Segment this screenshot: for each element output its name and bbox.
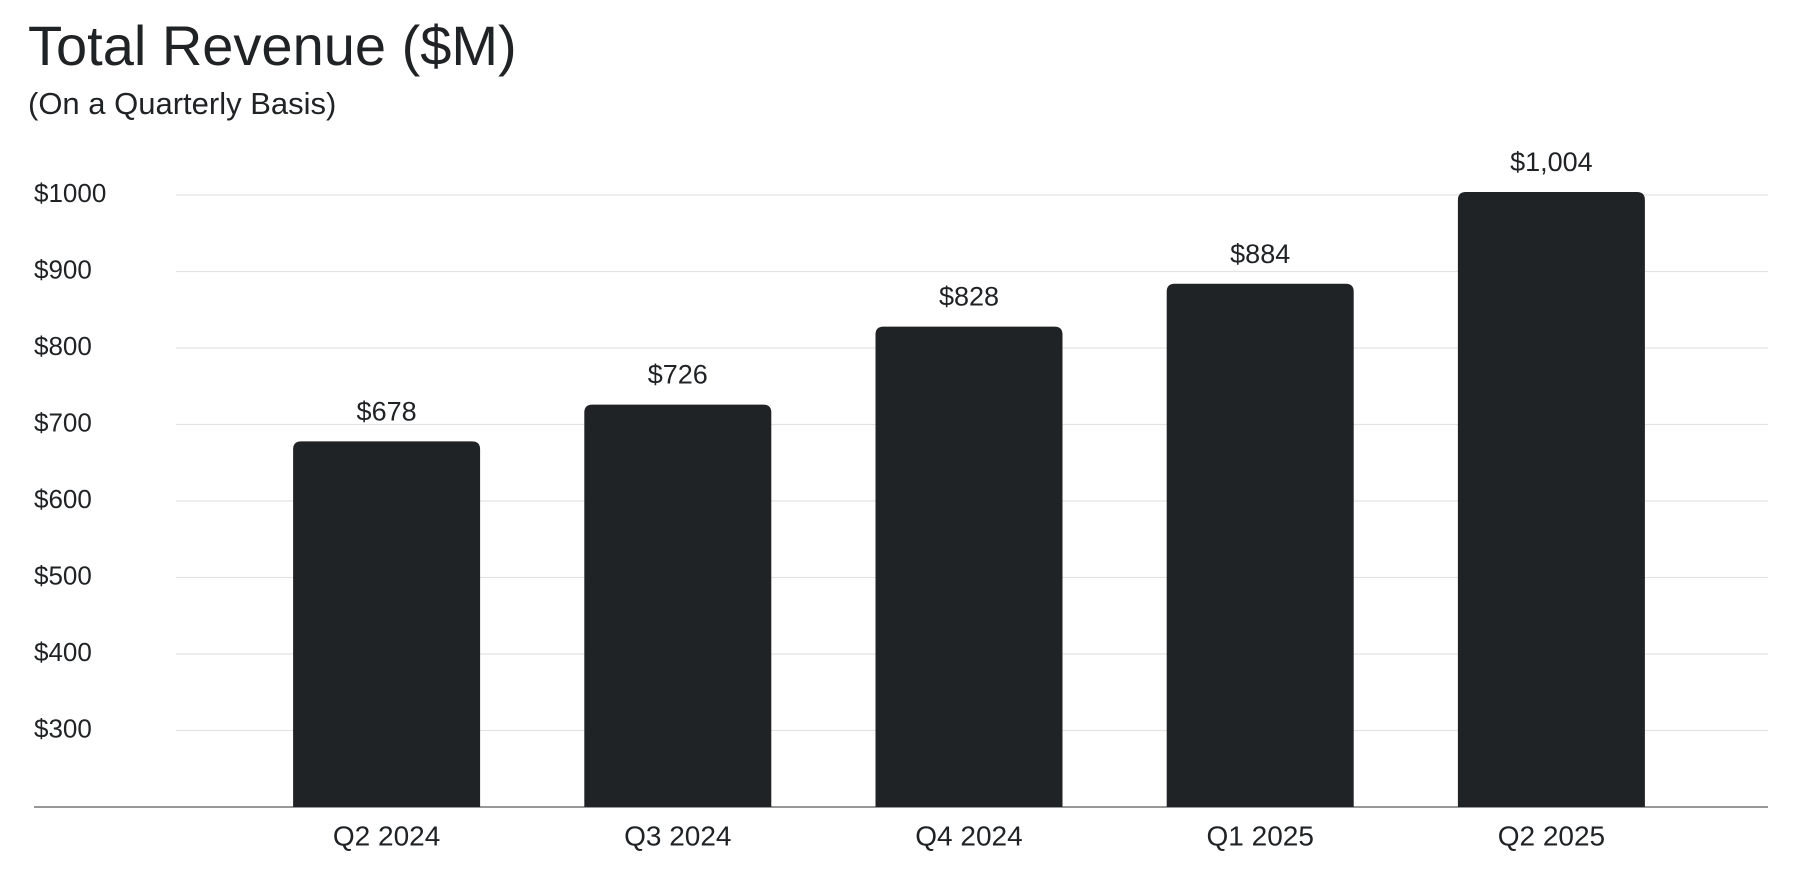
chart-subtitle: (On a Quarterly Basis) <box>28 86 336 121</box>
y-tick-label: $700 <box>34 407 92 437</box>
y-tick-label: $800 <box>34 331 92 361</box>
bar <box>875 326 1063 807</box>
bar <box>1166 283 1354 807</box>
y-tick-label: $500 <box>34 560 92 590</box>
y-tick-label: $400 <box>34 637 92 667</box>
value-label: $678 <box>357 396 417 426</box>
value-label: $884 <box>1230 239 1290 269</box>
y-tick-label: $600 <box>34 484 92 514</box>
value-label: $1,004 <box>1510 147 1593 177</box>
x-tick-label: Q2 2024 <box>333 820 440 851</box>
bar <box>293 441 481 807</box>
y-tick-label: $1000 <box>34 178 106 208</box>
y-tick-label: $300 <box>34 713 92 743</box>
x-tick-label: Q2 2025 <box>1498 820 1605 851</box>
value-label: $726 <box>648 360 708 390</box>
value-label: $828 <box>939 282 999 312</box>
bar <box>584 404 772 807</box>
bar <box>1457 191 1645 807</box>
x-tick-label: Q4 2024 <box>915 820 1022 851</box>
x-tick-label: Q3 2024 <box>624 820 731 851</box>
x-tick-label: Q1 2025 <box>1206 820 1313 851</box>
y-tick-label: $900 <box>34 254 92 284</box>
chart-title: Total Revenue ($M) <box>28 14 517 77</box>
